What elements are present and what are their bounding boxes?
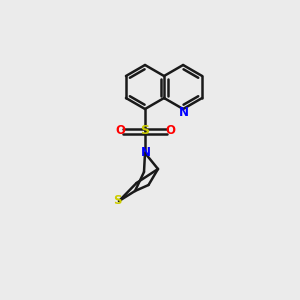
Text: N: N	[179, 106, 189, 119]
Text: S: S	[113, 194, 121, 208]
Text: S: S	[140, 124, 149, 137]
Text: N: N	[141, 146, 151, 160]
Text: O: O	[165, 124, 175, 137]
Text: O: O	[115, 124, 125, 137]
